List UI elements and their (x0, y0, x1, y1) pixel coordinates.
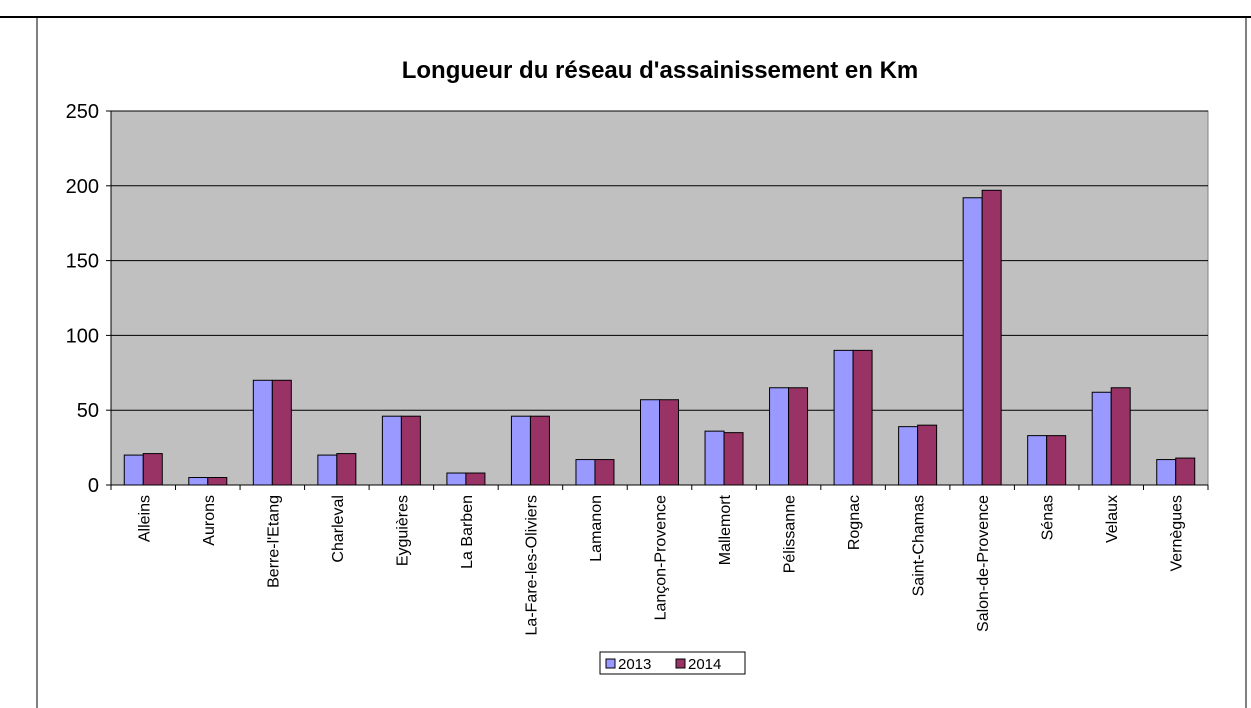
bar (659, 399, 679, 486)
y-tick-label: 100 (66, 325, 99, 347)
bar (852, 349, 873, 486)
x-tick-label: La-Fare-les-Oliviers (523, 495, 540, 635)
bar (575, 459, 596, 486)
bar (1046, 435, 1067, 486)
y-tick-label: 250 (66, 101, 99, 123)
legend-label: 2013 (618, 656, 651, 673)
x-tick-label: Alleins (136, 495, 153, 542)
bar (723, 432, 744, 486)
y-tick-label: 200 (66, 176, 99, 198)
x-tick-label: Pélissanne (782, 495, 799, 573)
x-tick-label: Vernègues (1169, 495, 1186, 572)
bar (1027, 435, 1048, 486)
x-tick-label: Charleval (330, 495, 347, 563)
bar (446, 472, 467, 486)
bar (336, 453, 357, 486)
bar (400, 415, 421, 486)
bar (981, 189, 1002, 486)
y-tick-label: 0 (88, 475, 99, 497)
y-tick-label: 150 (66, 251, 99, 273)
bar (529, 415, 550, 486)
bar (704, 430, 725, 486)
x-tick-label: La Barben (459, 495, 476, 569)
bar (1175, 457, 1196, 486)
bar (252, 379, 273, 486)
bar (594, 459, 615, 486)
legend-label: 2014 (688, 656, 721, 673)
bar (788, 387, 809, 486)
bar (1156, 459, 1177, 486)
legend-swatch (675, 658, 686, 669)
bar (917, 424, 938, 486)
x-tick-label: Saint-Chamas (911, 495, 928, 596)
bar (317, 454, 338, 486)
x-tick-label: Lançon-Provence (653, 495, 670, 621)
x-tick-label: Berre-l'Etang (265, 495, 282, 588)
x-tick-label: Eyguières (394, 495, 411, 566)
bar (142, 453, 163, 486)
bar (833, 349, 854, 486)
bar (640, 399, 660, 486)
bar (207, 477, 228, 486)
x-tick-label: Salon-de-Provence (975, 495, 992, 632)
legend-swatch (605, 658, 616, 669)
x-tick-label: Sénas (1040, 495, 1057, 540)
x-tick-label: Rognac (846, 495, 863, 550)
bar (188, 477, 209, 486)
bar (510, 415, 531, 486)
bar (1110, 387, 1131, 486)
x-tick-label: Velaux (1104, 495, 1121, 543)
bar (465, 472, 486, 486)
chart-title: Longueur du réseau d'assainissement en K… (402, 57, 919, 84)
x-tick-label: Mallemort (717, 494, 734, 565)
bar (271, 379, 292, 486)
bar (962, 197, 983, 486)
legend-box (599, 651, 746, 675)
y-tick-label: 50 (77, 400, 99, 422)
x-tick-label: Lamanon (588, 495, 605, 562)
bar (1091, 391, 1112, 486)
bar (123, 454, 144, 486)
bar (898, 426, 919, 486)
bar (381, 415, 402, 486)
x-tick-label: Aurons (201, 495, 218, 546)
bar (769, 387, 790, 486)
